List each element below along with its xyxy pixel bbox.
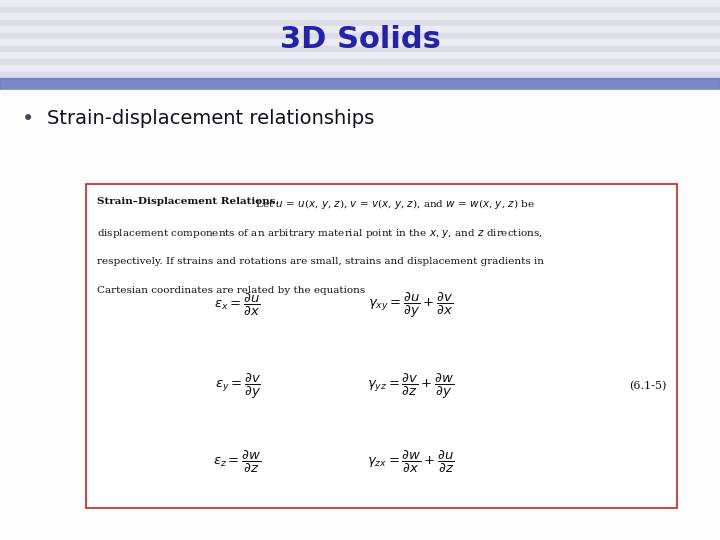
FancyBboxPatch shape <box>86 184 677 508</box>
Text: Strain-displacement relationships: Strain-displacement relationships <box>47 109 374 129</box>
Bar <box>0 72 720 78</box>
Text: $\gamma_{xy} = \dfrac{\partial u}{\partial y} + \dfrac{\partial v}{\partial x}$: $\gamma_{xy} = \dfrac{\partial u}{\parti… <box>368 291 453 320</box>
Bar <box>0 13 720 19</box>
Text: $\gamma_{yz} = \dfrac{\partial v}{\partial z} + \dfrac{\partial w}{\partial y}$: $\gamma_{yz} = \dfrac{\partial v}{\parti… <box>367 372 454 401</box>
Text: (6.1-5): (6.1-5) <box>629 381 666 392</box>
Bar <box>0 0 720 6</box>
Bar <box>0 46 720 52</box>
Bar <box>0 52 720 59</box>
Text: •: • <box>22 109 34 129</box>
Text: Cartesian coordinates are related by the equations: Cartesian coordinates are related by the… <box>97 286 366 295</box>
Text: $\varepsilon_z = \dfrac{\partial w}{\partial z}$: $\varepsilon_z = \dfrac{\partial w}{\par… <box>213 449 262 475</box>
Text: respectively. If strains and rotations are small, strains and displacement gradi: respectively. If strains and rotations a… <box>97 256 544 266</box>
Bar <box>0 59 720 65</box>
Bar <box>0 65 720 72</box>
Bar <box>0 90 720 94</box>
Text: $\varepsilon_y = \dfrac{\partial v}{\partial y}$: $\varepsilon_y = \dfrac{\partial v}{\par… <box>215 372 261 401</box>
Bar <box>0 39 720 46</box>
Bar <box>0 19 720 26</box>
Bar <box>0 6 720 13</box>
Text: Let $u$ = $u$($x$, $y$, $z$), $v$ = $v$($x$, $y$, $z$), and $w$ = $w$($x$, $y$, : Let $u$ = $u$($x$, $y$, $z$), $v$ = $v$(… <box>252 197 535 211</box>
Text: displacement components of an arbitrary material point in the $x$, $y$, and $z$ : displacement components of an arbitrary … <box>97 227 543 240</box>
Bar <box>0 32 720 39</box>
Bar <box>0 78 720 90</box>
Text: Strain–Displacement Relations.: Strain–Displacement Relations. <box>97 197 279 206</box>
Bar <box>0 90 720 540</box>
Bar <box>0 26 720 32</box>
Text: 3D Solids: 3D Solids <box>279 25 441 53</box>
Text: $\varepsilon_x = \dfrac{\partial u}{\partial x}$: $\varepsilon_x = \dfrac{\partial u}{\par… <box>215 292 261 318</box>
Text: $\gamma_{zx} = \dfrac{\partial w}{\partial x} + \dfrac{\partial u}{\partial z}$: $\gamma_{zx} = \dfrac{\partial w}{\parti… <box>366 449 454 475</box>
